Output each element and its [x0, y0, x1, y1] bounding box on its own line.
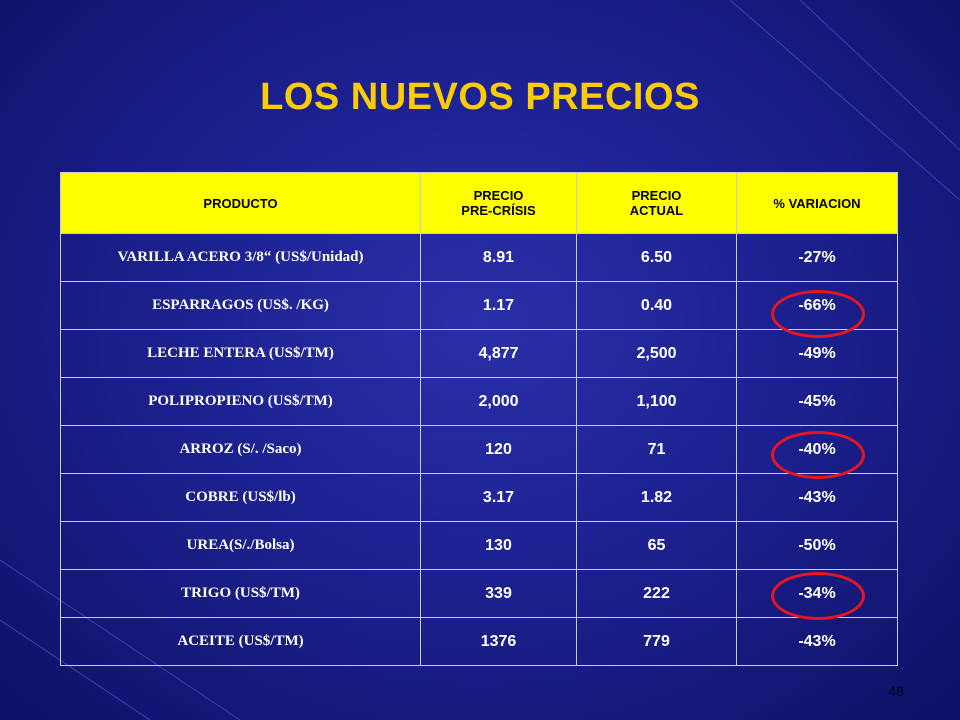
product-cell: COBRE (US$/lb): [60, 473, 421, 522]
pre-crisis-price-cell: 1376: [420, 617, 577, 666]
product-cell: POLIPROPIENO (US$/TM): [60, 377, 421, 426]
highlight-circle-esparragos: [771, 290, 865, 338]
table-row: COBRE (US$/lb) 3.17 1.82 -43%: [60, 473, 898, 522]
table-row: POLIPROPIENO (US$/TM) 2,000 1,100 -45%: [60, 377, 898, 426]
pre-crisis-price-cell: 130: [420, 521, 577, 570]
pre-crisis-price-cell: 2,000: [420, 377, 577, 426]
current-price-cell: 1.82: [576, 473, 737, 522]
table-row: VARILLA ACERO 3/8“ (US$/Unidad) 8.91 6.5…: [60, 233, 898, 282]
table-row: ACEITE (US$/TM) 1376 779 -43%: [60, 617, 898, 666]
table-row: UREA(S/./Bolsa) 130 65 -50%: [60, 521, 898, 570]
current-price-cell: 6.50: [576, 233, 737, 282]
table-row: LECHE ENTERA (US$/TM) 4,877 2,500 -49%: [60, 329, 898, 378]
current-price-cell: 0.40: [576, 281, 737, 330]
product-cell: TRIGO (US$/TM): [60, 569, 421, 618]
pre-crisis-price-cell: 4,877: [420, 329, 577, 378]
current-price-cell: 2,500: [576, 329, 737, 378]
pre-crisis-price-cell: 8.91: [420, 233, 577, 282]
product-cell: ARROZ (S/. /Saco): [60, 425, 421, 474]
product-cell: LECHE ENTERA (US$/TM): [60, 329, 421, 378]
page-number: 48: [888, 683, 904, 699]
variation-cell: -43%: [736, 617, 898, 666]
pre-crisis-price-cell: 339: [420, 569, 577, 618]
current-price-cell: 1,100: [576, 377, 737, 426]
pre-crisis-price-cell: 3.17: [420, 473, 577, 522]
variation-cell: -45%: [736, 377, 898, 426]
product-cell: VARILLA ACERO 3/8“ (US$/Unidad): [60, 233, 421, 282]
variation-cell: -27%: [736, 233, 898, 282]
table-row: ARROZ (S/. /Saco) 120 71 -40%: [60, 425, 898, 474]
table-header-row: PRODUCTO PRECIO PRE-CRÍSIS PRECIO ACTUAL %…: [60, 172, 898, 234]
prices-table: PRODUCTO PRECIO PRE-CRÍSIS PRECIO ACTUAL %…: [60, 172, 898, 666]
header-product: PRODUCTO: [60, 172, 421, 234]
header-pre-crisis-price: PRECIO PRE-CRÍSIS: [420, 172, 577, 234]
variation-cell: -50%: [736, 521, 898, 570]
pre-crisis-price-cell: 120: [420, 425, 577, 474]
current-price-cell: 65: [576, 521, 737, 570]
header-variation: % VARIACION: [736, 172, 898, 234]
slide-title: LOS NUEVOS PRECIOS: [260, 76, 700, 118]
highlight-circle-trigo: [771, 572, 865, 620]
product-cell: ACEITE (US$/TM): [60, 617, 421, 666]
current-price-cell: 71: [576, 425, 737, 474]
current-price-cell: 222: [576, 569, 737, 618]
pre-crisis-price-cell: 1.17: [420, 281, 577, 330]
current-price-cell: 779: [576, 617, 737, 666]
product-cell: ESPARRAGOS (US$. /KG): [60, 281, 421, 330]
header-current-price: PRECIO ACTUAL: [576, 172, 737, 234]
product-cell: UREA(S/./Bolsa): [60, 521, 421, 570]
highlight-circle-arroz: [771, 431, 865, 479]
table-row: ESPARRAGOS (US$. /KG) 1.17 0.40 -66%: [60, 281, 898, 330]
variation-cell: -43%: [736, 473, 898, 522]
